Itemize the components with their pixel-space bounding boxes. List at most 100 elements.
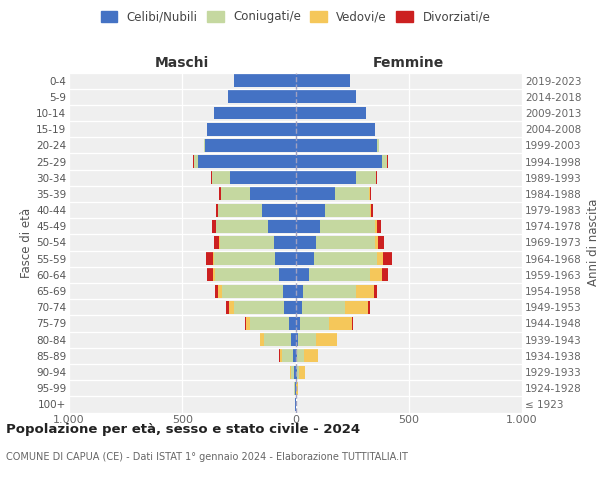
Bar	[291, 366, 295, 378]
Bar	[198, 155, 296, 168]
Bar	[356, 172, 376, 184]
Bar	[260, 333, 264, 346]
Bar	[218, 204, 262, 216]
Y-axis label: Anni di nascita: Anni di nascita	[587, 199, 600, 286]
Bar	[264, 333, 291, 346]
Bar	[375, 220, 377, 233]
Bar	[296, 284, 304, 298]
Text: COMUNE DI CAPUA (CE) - Dati ISTAT 1° gennaio 2024 - Elaborazione TUTTITALIA.IT: COMUNE DI CAPUA (CE) - Dati ISTAT 1° gen…	[6, 452, 408, 462]
Bar	[211, 172, 212, 184]
Bar	[320, 220, 375, 233]
Bar	[235, 301, 284, 314]
Bar	[214, 252, 275, 265]
Bar	[370, 204, 371, 216]
Bar	[282, 350, 293, 362]
Bar	[294, 382, 295, 394]
Bar	[212, 220, 216, 233]
Bar	[220, 236, 274, 249]
Bar	[296, 333, 298, 346]
Bar	[316, 236, 375, 249]
Bar	[295, 366, 296, 378]
Bar	[250, 188, 296, 200]
Bar	[352, 317, 353, 330]
Bar	[216, 204, 218, 216]
Bar	[296, 317, 300, 330]
Bar	[284, 301, 296, 314]
Bar	[299, 366, 305, 378]
Bar	[377, 252, 383, 265]
Bar	[375, 122, 376, 136]
Bar	[216, 220, 268, 233]
Bar	[298, 333, 316, 346]
Bar	[218, 284, 222, 298]
Bar	[215, 284, 218, 298]
Bar	[274, 236, 296, 249]
Text: Popolazione per età, sesso e stato civile - 2024: Popolazione per età, sesso e stato civil…	[6, 422, 360, 436]
Bar	[377, 139, 379, 152]
Bar	[329, 317, 352, 330]
Bar	[283, 284, 296, 298]
Bar	[207, 122, 296, 136]
Bar	[290, 366, 291, 378]
Bar	[262, 204, 296, 216]
Bar	[214, 236, 219, 249]
Bar	[304, 350, 317, 362]
Bar	[371, 204, 373, 216]
Bar	[194, 155, 198, 168]
Text: Maschi: Maschi	[155, 56, 209, 70]
Bar	[219, 236, 220, 249]
Bar	[268, 220, 296, 233]
Bar	[335, 188, 369, 200]
Bar	[296, 350, 298, 362]
Bar	[245, 317, 250, 330]
Bar	[230, 172, 296, 184]
Bar	[296, 155, 382, 168]
Bar	[296, 220, 320, 233]
Y-axis label: Fasce di età: Fasce di età	[20, 208, 33, 278]
Bar	[374, 284, 377, 298]
Bar	[296, 204, 325, 216]
Bar	[296, 90, 356, 104]
Bar	[213, 252, 214, 265]
Bar	[229, 301, 235, 314]
Bar	[382, 155, 387, 168]
Bar	[206, 252, 213, 265]
Bar	[383, 252, 392, 265]
Bar	[309, 268, 370, 281]
Bar	[296, 74, 350, 87]
Bar	[296, 301, 302, 314]
Bar	[213, 268, 215, 281]
Bar	[314, 252, 377, 265]
Bar	[316, 333, 337, 346]
Bar	[221, 188, 250, 200]
Bar	[296, 106, 366, 120]
Bar	[296, 366, 299, 378]
Bar	[302, 301, 346, 314]
Bar	[295, 382, 296, 394]
Bar	[296, 382, 298, 394]
Bar	[275, 252, 296, 265]
Bar	[226, 301, 229, 314]
Bar	[227, 90, 296, 104]
Bar	[346, 301, 368, 314]
Bar	[296, 268, 309, 281]
Bar	[280, 350, 282, 362]
Bar	[296, 188, 335, 200]
Bar	[250, 317, 289, 330]
Bar	[300, 317, 329, 330]
Bar	[368, 301, 370, 314]
Bar	[289, 317, 296, 330]
Bar	[235, 74, 296, 87]
Text: Femmine: Femmine	[373, 56, 445, 70]
Bar	[370, 188, 371, 200]
Bar	[377, 220, 381, 233]
Bar	[376, 172, 377, 184]
Bar	[370, 268, 382, 281]
Bar	[278, 268, 296, 281]
Bar	[298, 350, 304, 362]
Bar	[293, 350, 296, 362]
Bar	[205, 139, 296, 152]
Bar	[296, 236, 316, 249]
Bar	[325, 204, 370, 216]
Bar	[214, 106, 296, 120]
